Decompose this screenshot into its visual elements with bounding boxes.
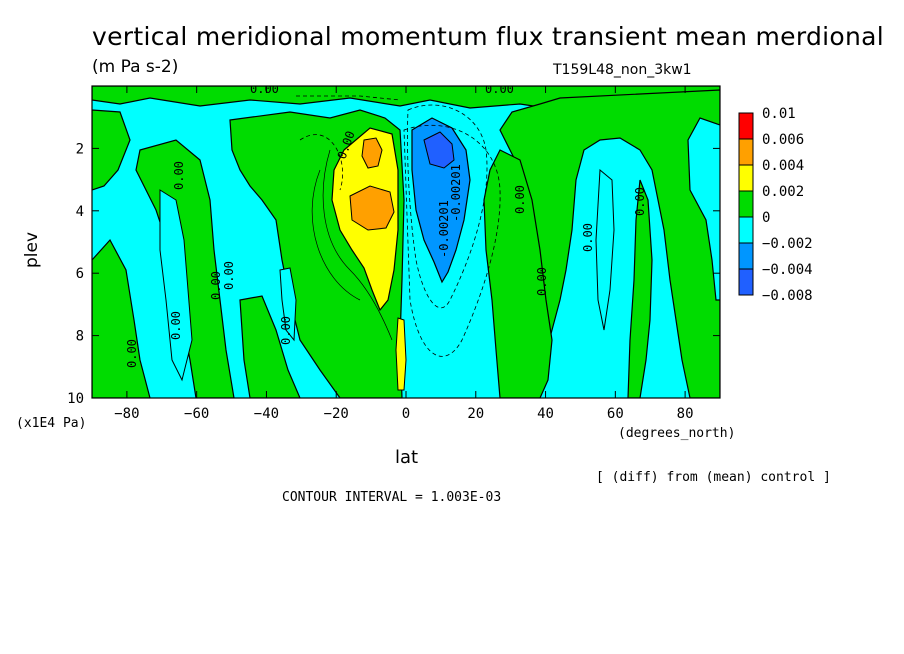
region-dark-blue — [423, 131, 455, 169]
contour-label: 0.00 — [633, 187, 647, 216]
y-unit-label: (x1E4 Pa) — [16, 416, 87, 431]
region-orange-upper — [361, 137, 383, 169]
x-tick-label: 80 — [677, 406, 694, 422]
contour-label: 0.00 — [172, 161, 186, 190]
thin-contour-2 — [311, 169, 361, 301]
contour-label: 0.00 — [209, 271, 223, 300]
x-tick-label: −60 — [184, 406, 209, 422]
contour-label: 0.00 — [125, 339, 139, 368]
y-tick-label: 4 — [76, 204, 84, 220]
x-tick-label: 0 — [402, 406, 410, 422]
chart-title: vertical meridional momentum flux transi… — [92, 22, 885, 51]
contour-interval: CONTOUR INTERVAL = 1.003E-03 — [282, 490, 502, 505]
colorbar-swatch — [738, 268, 754, 296]
colorbar-label: 0.01 — [762, 106, 796, 122]
x-unit-label: (degrees_north) — [618, 426, 736, 441]
region-orange-lower — [349, 185, 395, 231]
cyan-pockets — [159, 168, 615, 382]
contour-label: 0.00 — [581, 223, 595, 252]
x-tick-label: −40 — [254, 406, 279, 422]
dashed-contour-3 — [299, 134, 343, 191]
region-right-tongue — [627, 179, 653, 398]
diff-note: [ (diff) from (mean) control ] — [596, 470, 831, 485]
x-tick-label: −80 — [114, 406, 139, 422]
contour-label: 0.00 — [222, 261, 236, 290]
run-label: T159L48_non_3kw1 — [553, 62, 692, 78]
colorbar-swatch — [738, 164, 754, 192]
dashed-contour-4 — [296, 95, 401, 101]
contour-label: 0.00 — [279, 316, 293, 345]
cyan-pocket-3 — [279, 267, 297, 342]
colorbar-label: 0.006 — [762, 132, 804, 148]
units-label: (m Pa s-2) — [92, 57, 179, 77]
colorbar-label: −0.004 — [762, 262, 813, 278]
contour-label: 0.00 — [250, 82, 279, 96]
y-tick-label: 10 — [67, 391, 84, 407]
colorbar-label: −0.002 — [762, 236, 813, 252]
colorbar-swatch — [738, 138, 754, 166]
contour-label: -0.00201 — [449, 164, 463, 222]
x-axis: −80 −60 −40 −20 0 20 40 60 80 — [114, 86, 694, 422]
y-tick-label: 8 — [76, 329, 84, 345]
colorbar-swatch — [738, 216, 754, 244]
thin-contours — [311, 149, 393, 341]
contour-label: 0.00 — [513, 185, 527, 214]
colorbar-label: 0.002 — [762, 184, 804, 200]
x-tick-label: 20 — [467, 406, 484, 422]
cyan-pocket-1 — [159, 189, 193, 382]
colorbar-label: 0 — [762, 210, 770, 226]
y-tick-label: 2 — [76, 141, 84, 157]
x-tick-label: 40 — [537, 406, 554, 422]
dashed-contour-1 — [407, 104, 488, 309]
region-mid-right — [483, 149, 553, 398]
contour-label: 0.00 — [169, 311, 183, 340]
colorbar-label: −0.008 — [762, 288, 813, 304]
region-lower-mid-left — [239, 295, 301, 398]
colorbar-swatch — [738, 112, 754, 140]
contour-label: 0.00 — [485, 82, 514, 96]
region-left-upper — [92, 109, 131, 191]
thin-contour-1 — [322, 149, 393, 341]
y-axis: 2 4 6 8 10 — [67, 141, 720, 407]
y-tick-label: 6 — [76, 266, 84, 282]
region-blue — [411, 117, 471, 284]
colorbar-swatch — [738, 242, 754, 270]
dashed-contours — [296, 95, 501, 357]
colorbar: 0.01 0.006 0.004 0.002 0 −0.002 −0.004 −0.008 — [738, 106, 813, 304]
cyan-pocket-2 — [595, 168, 615, 331]
x-tick-label: 60 — [607, 406, 624, 422]
plot-area: 0.00 0.00 0.00 0.00 0.00 0.00 0.00 0.00 … — [92, 82, 720, 398]
colorbar-swatch — [738, 190, 754, 218]
x-tick-label: −20 — [324, 406, 349, 422]
x-axis-label: lat — [395, 447, 419, 468]
dashed-contour-2 — [403, 125, 501, 357]
contour-label: -0.00201 — [437, 200, 451, 258]
region-yellow-lower-strip — [395, 317, 407, 391]
contour-label: 0.00 — [535, 267, 549, 296]
region-left-lower — [92, 238, 151, 398]
contour-labels: 0.00 0.00 0.00 0.00 0.00 0.00 0.00 0.00 … — [125, 82, 647, 368]
colorbar-label: 0.004 — [762, 158, 804, 174]
